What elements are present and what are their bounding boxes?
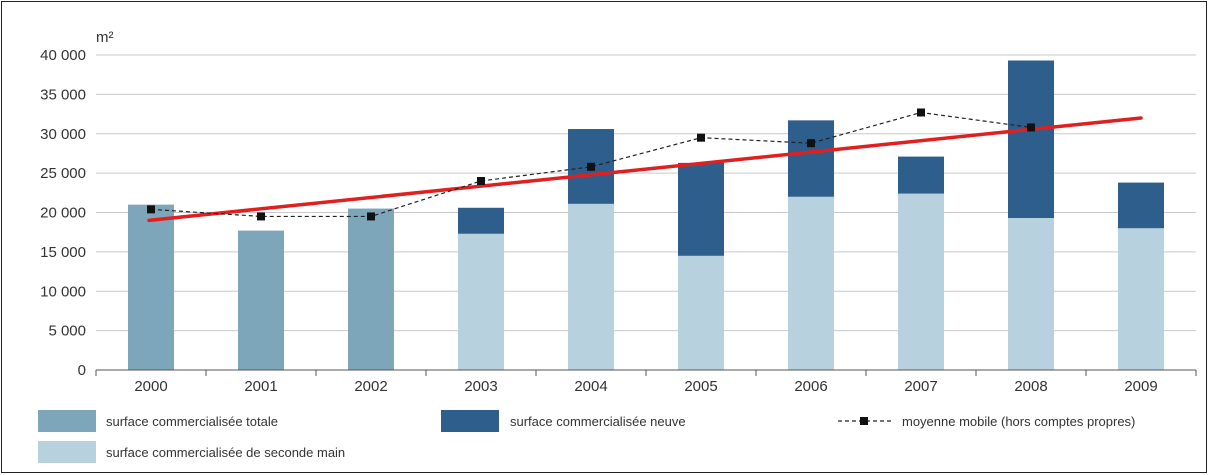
legend-swatch-seconde-main xyxy=(38,441,96,463)
lines xyxy=(147,108,1143,223)
y-tick-label: 5 000 xyxy=(48,323,86,340)
bar-seconde-main xyxy=(1008,218,1054,370)
moving-average-point xyxy=(587,162,595,171)
y-tick-label: 35 000 xyxy=(40,86,86,103)
bar-neuve xyxy=(1118,182,1164,229)
legend-label-moyenne: moyenne mobile (hors comptes propres) xyxy=(902,414,1135,429)
x-tick-label: 2004 xyxy=(574,378,607,395)
x-tick-label: 2000 xyxy=(134,378,167,395)
moving-average-point xyxy=(697,133,705,142)
moving-average-point xyxy=(917,108,925,117)
moving-average-point xyxy=(147,205,155,214)
bar-total xyxy=(128,204,174,370)
legend-item-moyenne: moyenne mobile (hors comptes propres) xyxy=(838,414,1135,429)
bar-neuve xyxy=(678,162,724,256)
bar-total xyxy=(238,230,284,370)
y-tick-label: 15 000 xyxy=(40,244,86,261)
legend-label-neuve: surface commercialisée neuve xyxy=(510,414,686,429)
x-tick-label: 2005 xyxy=(684,378,717,395)
legend-marker-moyenne xyxy=(860,417,868,425)
x-tick-label: 2006 xyxy=(794,378,827,395)
bar-seconde-main xyxy=(678,255,724,370)
bar-neuve xyxy=(458,207,504,234)
moving-average-point xyxy=(477,177,485,185)
y-tick-label: 25 000 xyxy=(40,165,86,182)
x-tick-label: 2007 xyxy=(904,378,937,395)
moving-average-point xyxy=(1027,123,1035,132)
bar-seconde-main xyxy=(568,203,614,370)
axes: 0 5 000 10 000 15 000 20 000 25 000 30 000 35 0… xyxy=(40,47,1197,395)
bar-neuve xyxy=(898,156,944,194)
x-tick-label: 2009 xyxy=(1124,378,1157,395)
bar-seconde-main xyxy=(1118,228,1164,370)
moving-average-point xyxy=(257,212,265,221)
legend-swatch-neuve xyxy=(441,410,499,432)
y-tick-label: 30 000 xyxy=(40,126,86,143)
bars xyxy=(128,60,1164,370)
bar-seconde-main xyxy=(458,233,504,370)
x-tick-label: 2008 xyxy=(1014,378,1047,395)
bar-neuve xyxy=(788,120,834,197)
y-tick-label: 0 xyxy=(78,362,86,379)
x-tick-label: 2002 xyxy=(354,378,387,395)
legend-label-seconde-main: surface commercialisée de seconde main xyxy=(106,445,345,460)
bar-total xyxy=(348,208,394,370)
trend-line xyxy=(147,116,1143,223)
bar-seconde-main xyxy=(898,193,944,370)
moving-average-point xyxy=(807,139,815,148)
legend-swatch-total xyxy=(38,410,96,432)
y-tick-label: 20 000 xyxy=(40,205,86,222)
legend: surface commercialisée totale surface co… xyxy=(38,410,1135,463)
moving-average-point xyxy=(367,212,375,221)
x-tick-label: 2001 xyxy=(244,378,277,395)
legend-item-seconde-main: surface commercialisée de seconde main xyxy=(38,441,345,463)
legend-item-total: surface commercialisée totale xyxy=(38,410,278,432)
y-unit-label: m² xyxy=(96,29,114,46)
y-tick-label: 40 000 xyxy=(40,47,86,64)
bar-seconde-main xyxy=(788,196,834,370)
bar-neuve xyxy=(1008,60,1054,219)
y-tick-label: 10 000 xyxy=(40,283,86,300)
legend-label-total: surface commercialisée totale xyxy=(106,414,278,429)
x-tick-label: 2003 xyxy=(464,378,497,395)
legend-item-neuve: surface commercialisée neuve xyxy=(441,410,686,432)
